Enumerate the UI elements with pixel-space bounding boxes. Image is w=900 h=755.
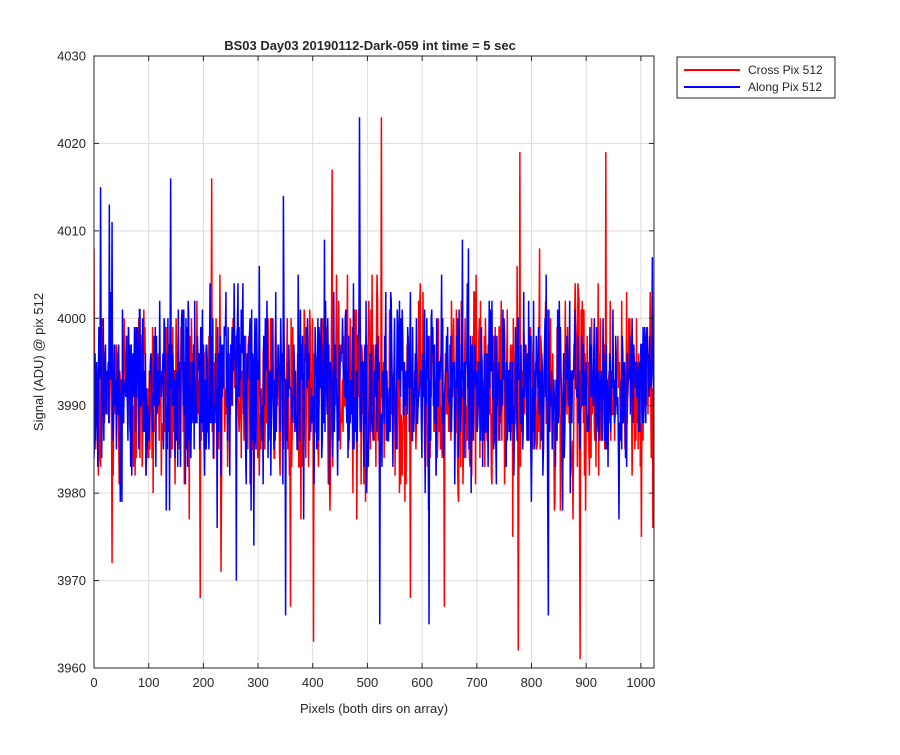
x-tick-label: 300	[247, 675, 269, 690]
axes-box	[93, 55, 655, 669]
y-tick-label: 4000	[57, 311, 86, 326]
axis-ticks: 0 100 200 300 400 500 600 700 800 900 1000 3960 3970…	[57, 49, 655, 691]
x-tick-label: 600	[411, 675, 433, 690]
x-tick-label: 400	[302, 675, 324, 690]
legend-label-along: Along Pix 512	[748, 80, 822, 94]
y-tick-label: 3960	[57, 661, 86, 676]
x-tick-label: 200	[193, 675, 215, 690]
x-tick-label: 900	[575, 675, 597, 690]
series-layer	[94, 117, 654, 660]
y-tick-label: 4020	[57, 136, 86, 151]
chart-title: BS03 Day03 20190112-Dark-059 int time = …	[224, 38, 516, 53]
legend[interactable]: Cross Pix 512 Along Pix 512	[676, 56, 836, 99]
y-tick-label: 3980	[57, 486, 86, 501]
legend-label-cross: Cross Pix 512	[748, 63, 823, 77]
y-tick-label: 4010	[57, 223, 86, 238]
y-axis-label: Signal (ADU) @ pix 512	[31, 293, 46, 431]
legend-box	[676, 56, 836, 99]
y-tick-label: 3970	[57, 573, 86, 588]
x-tick-label: 700	[466, 675, 488, 690]
x-tick-label: 100	[138, 675, 160, 690]
x-tick-label: 0	[90, 675, 97, 690]
x-tick-label: 500	[357, 675, 379, 690]
series-line-along	[94, 117, 654, 625]
y-tick-label: 3990	[57, 398, 86, 413]
x-tick-label: 800	[521, 675, 543, 690]
x-tick-label: 1000	[626, 675, 655, 690]
y-tick-label: 4030	[57, 49, 86, 64]
x-axis-label: Pixels (both dirs on array)	[300, 701, 448, 716]
